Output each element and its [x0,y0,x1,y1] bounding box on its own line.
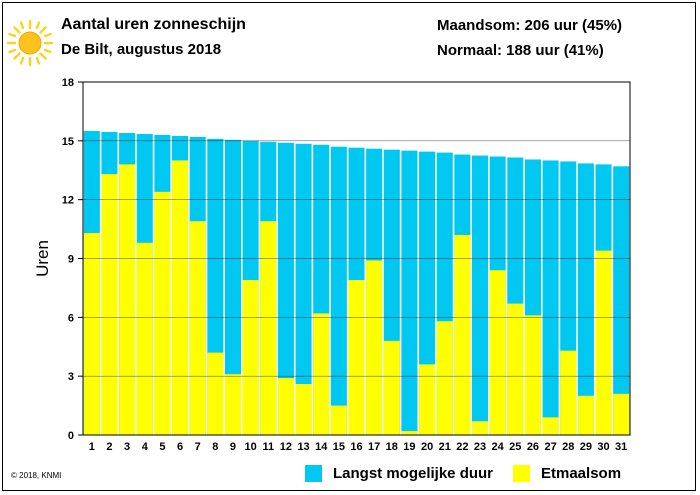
xtick-label-23: 23 [474,441,486,453]
xtick-label-25: 25 [509,441,521,453]
bar-max-duration-15 [330,146,347,435]
xtick-label-10: 10 [245,441,257,453]
plot-border [82,81,631,436]
legend-item-daily-sum: Etmaalsom [513,465,621,482]
bar-daily-sum-7 [189,221,206,435]
sun-icon [6,19,54,67]
xtick-label-13: 13 [297,441,309,453]
bar-daily-sum-10 [242,280,259,435]
xtick-label-30: 30 [597,441,609,453]
bar-daily-sum-11 [260,221,277,435]
xtick-label-19: 19 [403,441,415,453]
xtick-label-6: 6 [177,441,183,453]
bar-daily-sum-8 [207,352,224,435]
chart-subtitle: De Bilt, augustus 2018 [61,41,222,58]
bar-daily-sum-12 [277,378,294,435]
bar-daily-sum-25 [507,303,524,435]
xtick-label-9: 9 [230,441,236,453]
bar-max-duration-12 [277,142,294,436]
bar-max-duration-23 [471,155,489,435]
bar-max-duration-20 [419,151,436,435]
legend-swatch-daily-sum [513,465,530,482]
bar-daily-sum-13 [295,384,312,435]
y-axis-label: Uren [33,240,52,277]
bar-daily-sum-18 [383,340,400,435]
xtick-label-2: 2 [106,441,112,453]
xtick-label-15: 15 [333,441,345,453]
chart-title: Aantal uren zonneschijn [61,16,246,33]
bar-daily-sum-30 [595,250,612,435]
xtick-label-27: 27 [544,441,556,453]
xtick-label-8: 8 [212,441,218,453]
xtick-label-7: 7 [195,441,201,453]
ytick-label-6: 6 [68,312,74,324]
bar-max-duration-27 [542,160,559,435]
bar-daily-sum-29 [577,395,594,435]
xtick-label-18: 18 [386,441,398,453]
xtick-label-31: 31 [615,441,627,453]
xtick-label-26: 26 [527,441,539,453]
xtick-label-14: 14 [315,441,328,453]
bar-daily-sum-28 [560,350,577,435]
legend-item-max-duration: Langst mogelijke duur [305,465,493,482]
bar-daily-sum-5 [154,191,171,435]
bar-max-duration-31 [613,166,630,436]
xtick-label-16: 16 [350,441,362,453]
ytick-label-15: 15 [62,136,74,148]
xtick-label-1: 1 [89,441,95,453]
bar-daily-sum-31 [613,393,630,435]
xtick-label-21: 21 [439,441,451,453]
ytick-label-3: 3 [68,371,74,383]
xtick-label-20: 20 [421,441,433,453]
bar-daily-sum-21 [436,321,453,435]
xtick-label-29: 29 [580,441,592,453]
bar-daily-sum-20 [419,364,436,435]
xtick-label-11: 11 [262,441,274,453]
xtick-label-17: 17 [368,441,380,453]
bar-daily-sum-17 [366,260,383,435]
legend-label-daily-sum: Etmaalsom [541,465,622,482]
ytick-label-18: 18 [62,77,74,89]
bar-daily-sum-22 [454,234,471,435]
bar-daily-sum-6 [172,160,189,435]
xtick-label-22: 22 [456,441,468,453]
bar-daily-sum-14 [313,313,330,435]
bar-daily-sum-1 [83,233,100,435]
copyright: © 2018, KNMI [11,471,62,480]
legend-swatch-max-duration [305,465,322,482]
normal-label: Normaal: 188 uur (41%) [437,42,604,59]
bar-max-duration-9 [224,139,242,435]
bar-daily-sum-3 [119,164,136,435]
bar-daily-sum-15 [330,405,347,435]
bar-daily-sum-4 [136,242,153,435]
ytick-label-0: 0 [68,430,74,442]
legend-label-max-duration: Langst mogelijke duur [333,465,494,482]
bar-max-duration-29 [577,163,594,435]
bar-daily-sum-19 [401,431,418,435]
month-sum-label: Maandsom: 206 uur (45%) [437,17,623,34]
xtick-label-3: 3 [124,441,130,453]
xtick-label-5: 5 [159,441,165,453]
bar-max-duration-13 [295,143,312,435]
bar-daily-sum-16 [348,280,365,435]
bar-daily-sum-23 [471,421,489,435]
xtick-label-24: 24 [492,441,505,453]
xtick-label-4: 4 [142,441,149,453]
ytick-label-9: 9 [68,254,74,266]
bar-daily-sum-2 [101,174,118,435]
bar-daily-sum-24 [489,270,506,435]
xtick-label-28: 28 [562,441,574,453]
bar-max-duration-19 [401,150,418,435]
xtick-label-12: 12 [280,441,292,453]
bar-daily-sum-26 [524,315,541,435]
ytick-label-12: 12 [62,195,74,207]
bar-daily-sum-27 [542,417,559,435]
bar-daily-sum-9 [224,374,242,435]
